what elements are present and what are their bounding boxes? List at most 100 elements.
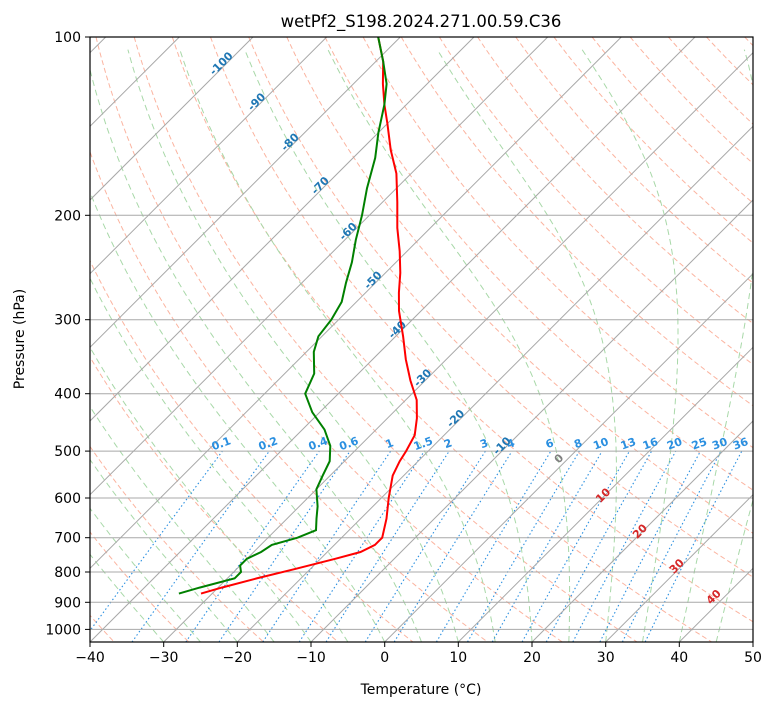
mixing-ratio-label: 4	[505, 436, 517, 451]
mixing-ratio-label: 13	[619, 435, 638, 452]
mixing-ratio-line	[298, 450, 425, 642]
dry-adiabat-label: -20	[444, 407, 467, 430]
moist-adiabat-line	[179, 49, 496, 642]
mixing-ratio-label: 36	[731, 435, 750, 453]
isotherm-line	[90, 37, 696, 642]
dry-adiabat-line	[668, 37, 753, 125]
temperature-profile-line	[200, 37, 418, 595]
dry-adiabat-line	[629, 37, 753, 165]
moist-adiabat-line	[715, 498, 753, 642]
isotherm-line	[90, 37, 549, 496]
x-tick-label: −10	[296, 650, 326, 666]
dry-adiabat-label: -50	[361, 268, 384, 291]
mixing-ratio-line	[393, 450, 513, 642]
dry-adiabat-line	[90, 259, 414, 642]
y-tick-label: 200	[54, 208, 81, 224]
isotherm-line	[678, 567, 753, 642]
dry-adiabat-line	[324, 37, 753, 491]
isotherm-line	[90, 37, 622, 570]
plot-frame	[89, 36, 754, 643]
moist-adiabat-line	[678, 49, 753, 642]
x-tick-label: −20	[223, 650, 253, 666]
y-tick-label: 1000	[45, 622, 81, 638]
y-axis: 100 200 300 400 500 600 700 800 900 1000	[45, 30, 90, 638]
isotherm-line	[310, 199, 753, 642]
mixing-ratio-label: 0.1	[210, 434, 233, 453]
isotherm-line	[605, 493, 753, 642]
dry-adiabat-line	[286, 37, 753, 534]
dry-adiabat-line	[90, 531, 190, 642]
mixing-ratio-line	[644, 450, 743, 642]
mixing-ratio-label: 0.2	[257, 434, 280, 453]
isotherm-line	[236, 125, 753, 642]
mixing-ratio-label: 10	[591, 435, 610, 453]
y-tick-label: 400	[54, 387, 81, 403]
mixing-ratio-label: 2	[442, 436, 454, 451]
background-lines	[90, 37, 753, 642]
x-tick-label: 40	[670, 650, 688, 666]
moist-adiabat-label: 40	[704, 587, 724, 607]
dry-adiabat-line	[171, 37, 712, 642]
line-labels: 0.1 0.2 0.4 0.6 1 1.5 2 3 4 6 8 10 13 16 20 25 30 36-100-…	[207, 49, 750, 607]
mixing-ratio-label: 3	[478, 436, 490, 451]
dry-adiabat-line	[90, 150, 488, 642]
mixing-ratio-line	[218, 450, 351, 642]
moist-adiabat-line	[90, 67, 422, 642]
moist-adiabat-line	[90, 553, 165, 642]
moist-adiabat-line	[244, 49, 533, 642]
dry-adiabat-line	[553, 37, 753, 244]
y-tick-label: 600	[54, 491, 81, 507]
dry-adiabat-label: -30	[411, 366, 434, 389]
isotherm-line	[90, 37, 401, 349]
chart-title: wetPf2_S198.2024.271.00.59.C36	[281, 12, 562, 32]
mixing-ratio-label: 6	[544, 436, 556, 451]
dry-adiabat-line	[95, 37, 563, 642]
mixing-ratio-label: 0.4	[307, 434, 330, 453]
dry-adiabat-line	[90, 445, 264, 642]
isotherm-line	[163, 51, 753, 642]
moist-adiabat-line	[90, 507, 201, 642]
mixing-ratio-label: 8	[572, 436, 584, 451]
dry-adiabat-label: -70	[309, 174, 332, 197]
dry-adiabat-line	[706, 37, 753, 86]
dry-adiabat-label: -100	[207, 49, 236, 78]
moist-adiabat-line	[436, 49, 617, 642]
moist-adiabat-line	[581, 49, 679, 642]
mixing-ratio-line	[435, 450, 552, 642]
x-tick-label: −40	[75, 650, 105, 666]
y-tick-label: 700	[54, 531, 81, 547]
mixing-ratio-line	[621, 450, 722, 642]
dry-adiabat-label: -80	[279, 130, 302, 153]
x-axis-label: Temperature (°C)	[360, 682, 482, 698]
mixing-ratio-line	[131, 450, 270, 642]
dry-adiabat-line	[591, 37, 753, 204]
dry-adiabat-line	[400, 37, 753, 407]
moist-adiabat-line	[327, 49, 571, 642]
moist-adiabat-line	[90, 190, 386, 642]
dry-adiabat-label: -90	[245, 90, 268, 113]
mixing-ratio-line	[185, 450, 320, 642]
y-tick-label: 800	[54, 565, 81, 581]
moist-adiabat-label: 10	[593, 485, 613, 505]
x-axis: −40 −30 −20 −10 0 10 20 30 40 50	[75, 642, 762, 666]
x-tick-label: −30	[149, 650, 179, 666]
moist-adiabat-label: 20	[630, 521, 650, 541]
y-tick-label: 100	[54, 30, 81, 46]
mixing-ratio-line	[262, 450, 392, 642]
mixing-ratio-line	[572, 450, 677, 642]
isotherm-line	[90, 37, 475, 422]
isotherm-line	[384, 272, 753, 642]
moist-adiabat-line	[90, 277, 349, 642]
x-tick-label: 30	[597, 650, 615, 666]
mixing-ratio-line	[467, 450, 580, 642]
moist-adiabat-label: 30	[667, 556, 687, 576]
x-tick-label: 0	[380, 650, 389, 666]
mixing-ratio-label: 1.5	[412, 434, 435, 453]
isotherm-line	[752, 641, 753, 642]
dry-adiabat-line	[248, 37, 753, 578]
moist-adiabat-label: 0	[552, 451, 567, 466]
mixing-ratio-line	[90, 450, 223, 632]
dry-adiabat-line	[210, 37, 753, 623]
isotherm-line	[90, 37, 328, 275]
